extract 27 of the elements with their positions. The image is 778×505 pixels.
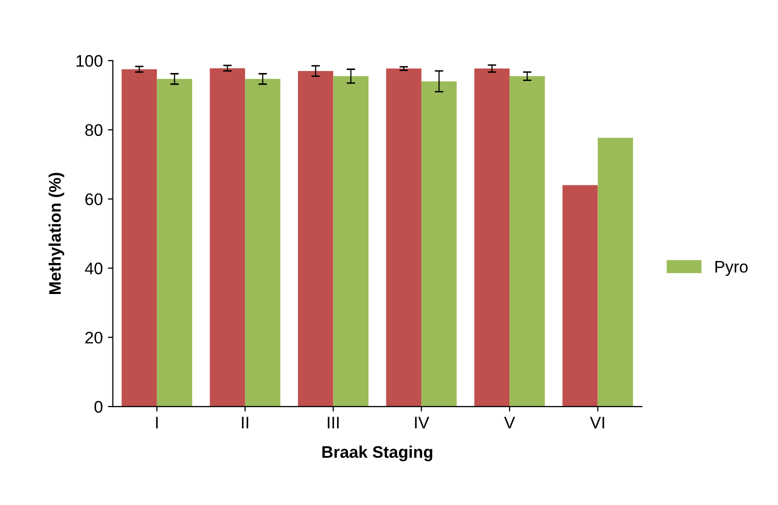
bar bbox=[562, 185, 598, 407]
y-tick-label: 40 bbox=[84, 262, 102, 274]
bar bbox=[245, 78, 280, 407]
y-axis-title: Methylation (%) bbox=[48, 172, 64, 294]
bar bbox=[421, 81, 457, 407]
bar bbox=[598, 138, 634, 407]
x-tick-label: III bbox=[328, 416, 339, 428]
bar bbox=[474, 68, 510, 407]
y-tick-label: 20 bbox=[85, 332, 102, 344]
x-tick-label: V bbox=[504, 416, 516, 428]
bar bbox=[156, 78, 192, 407]
y-tick-label: 0 bbox=[94, 400, 102, 413]
x-tick-label: VI bbox=[590, 416, 604, 428]
bar bbox=[333, 76, 369, 407]
x-tick-label: I bbox=[156, 416, 158, 428]
legend-label: Pyro bbox=[715, 261, 748, 276]
x-tick-label: II bbox=[242, 416, 248, 428]
x-axis-title: Braak Staging bbox=[322, 446, 432, 462]
y-tick-label: 60 bbox=[85, 193, 102, 206]
bar bbox=[122, 69, 157, 407]
bar bbox=[386, 68, 422, 407]
y-tick-label: 80 bbox=[85, 124, 102, 136]
bar bbox=[298, 70, 334, 407]
bar bbox=[210, 68, 246, 407]
x-tick-label: IV bbox=[415, 416, 430, 428]
bar bbox=[510, 76, 545, 407]
y-tick-label: 100 bbox=[76, 55, 102, 67]
